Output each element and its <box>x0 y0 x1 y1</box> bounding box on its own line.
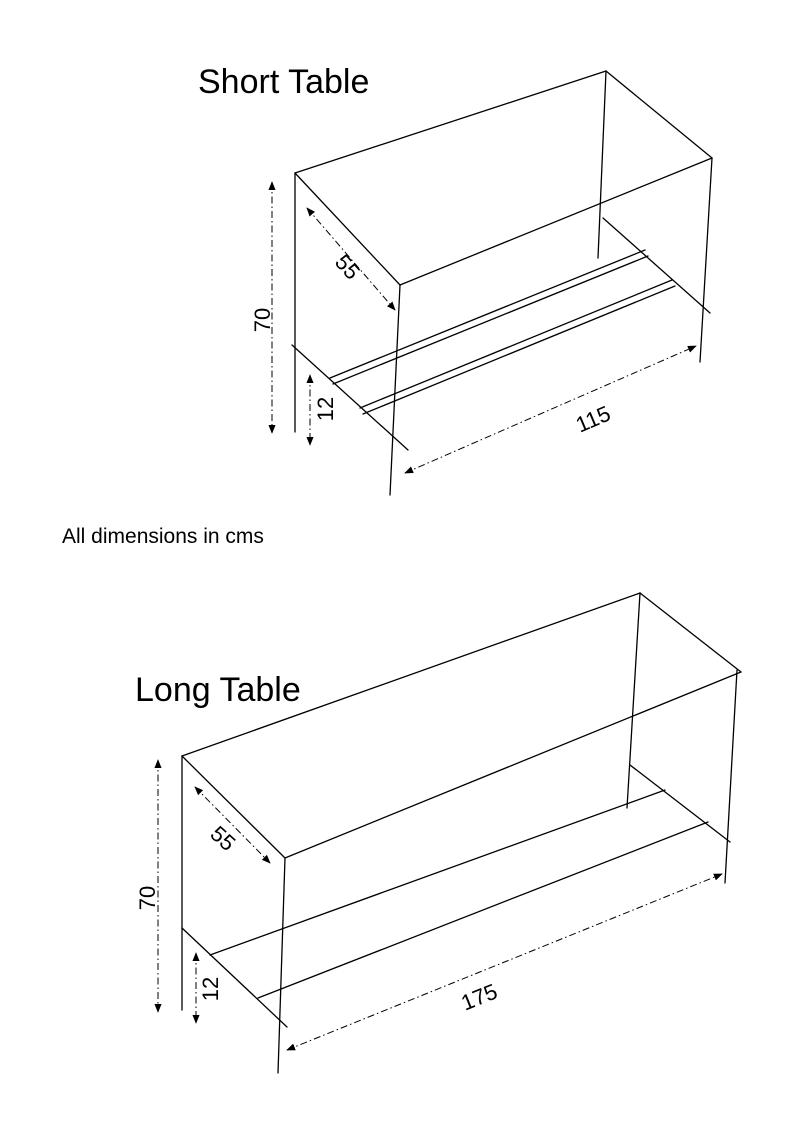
long-table-shelf-height-label: 12 <box>198 977 223 1001</box>
long-table-shelf <box>181 764 731 1028</box>
short-table-length-dimension: 115 <box>404 345 697 474</box>
long-table-top <box>181 592 742 859</box>
long-table-depth-label: 55 <box>206 821 241 856</box>
short-table-shelf-height-label: 12 <box>313 397 338 421</box>
short-table-drawing: Short Table 70 <box>198 63 713 496</box>
long-table-drawing: Long Table 70 5 <box>135 592 742 1074</box>
short-table-depth-dimension: 55 <box>306 207 396 311</box>
long-table-height-dimension: 70 <box>135 759 162 1013</box>
units-note: All dimensions in cms <box>62 525 264 548</box>
short-table-top <box>294 70 713 286</box>
long-table-legs <box>181 592 738 1074</box>
long-table-length-dimension: 175 <box>286 873 723 1051</box>
short-table-length-label: 115 <box>572 401 614 438</box>
long-table-title: Long Table <box>135 671 301 709</box>
short-table-height-label: 70 <box>250 308 275 332</box>
short-table-depth-label: 55 <box>330 250 365 285</box>
long-table-height-label: 70 <box>135 886 160 910</box>
short-table-height-dimension: 70 <box>250 181 276 434</box>
short-table-title: Short Table <box>198 63 369 101</box>
long-table-shelf-height-dimension: 12 <box>192 952 223 1024</box>
long-table-depth-dimension: 55 <box>194 786 271 864</box>
long-table-length-label: 175 <box>457 979 500 1016</box>
short-table-shelf-height-dimension: 12 <box>306 374 338 446</box>
short-table-shelf <box>291 217 711 451</box>
short-table-legs <box>294 70 713 496</box>
